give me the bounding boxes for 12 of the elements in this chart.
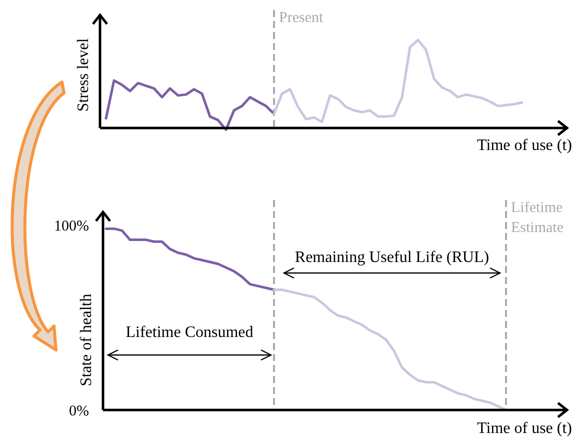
x-axis-title: Time of use (t): [477, 420, 572, 437]
line-series: [272, 288, 508, 412]
line-series: [104, 227, 276, 291]
annotation: Lifetime Estimate: [511, 200, 564, 236]
annotation: Lifetime Consumed: [126, 324, 254, 341]
y-axis-title: Stress level: [75, 38, 92, 112]
y-axis-title: State of health: [78, 294, 95, 386]
annotation: Remaining Useful Life (RUL): [294, 249, 490, 266]
text: Present: [279, 10, 324, 26]
y-tick-label: 0%: [69, 403, 89, 420]
x-axis-title: Time of use (t): [477, 137, 572, 154]
y-tick-label: 100%: [54, 218, 89, 234]
